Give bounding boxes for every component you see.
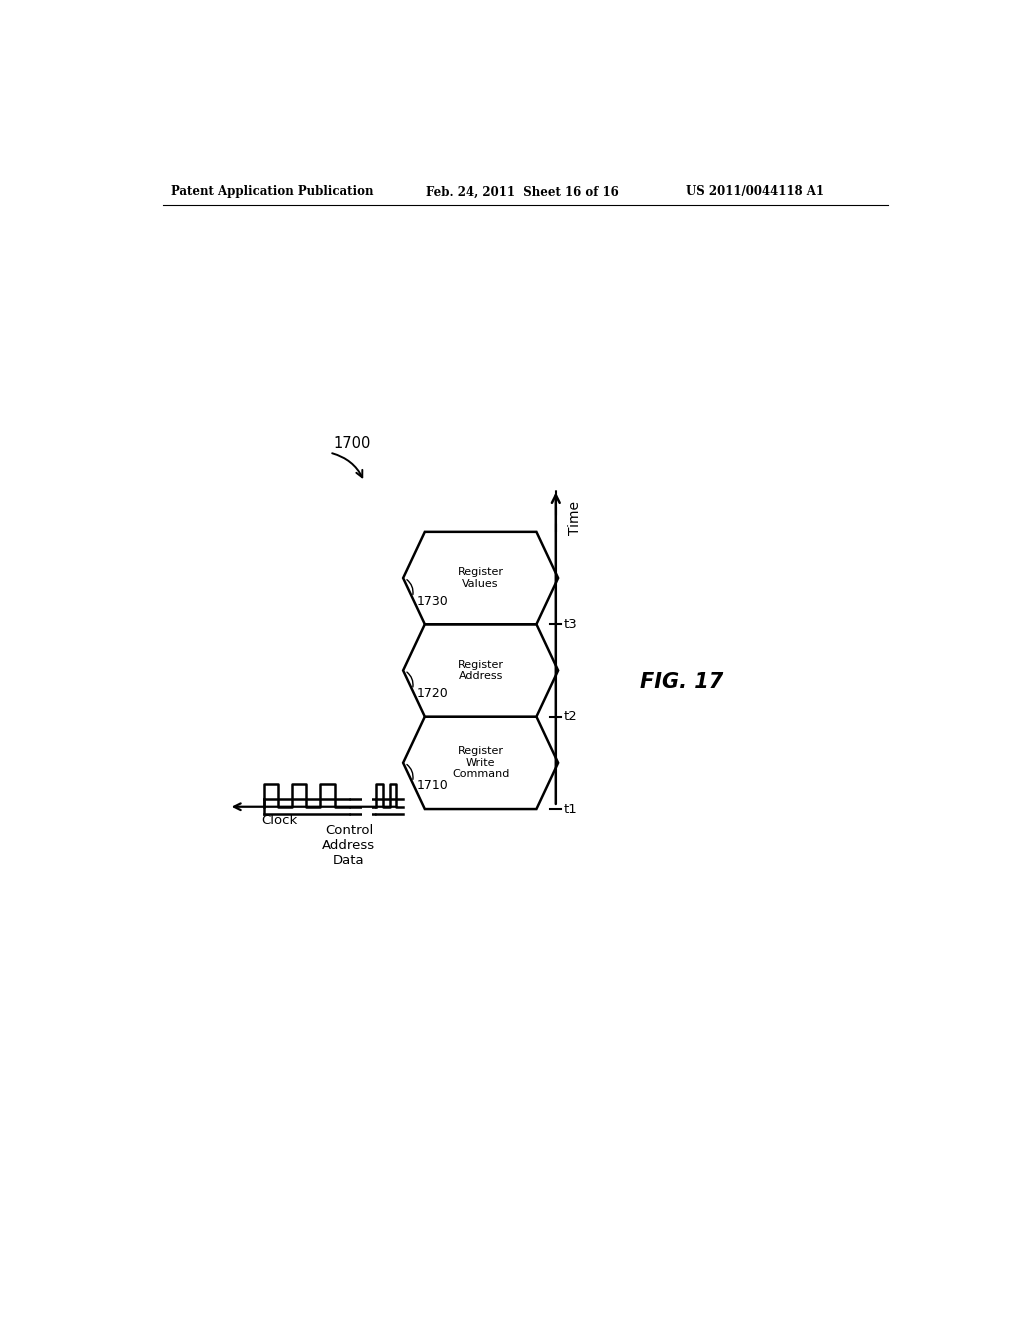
Text: t3: t3: [563, 618, 578, 631]
Text: Feb. 24, 2011  Sheet 16 of 16: Feb. 24, 2011 Sheet 16 of 16: [426, 185, 620, 198]
Text: Register
Address: Register Address: [458, 660, 504, 681]
Text: t2: t2: [563, 710, 578, 723]
Text: t1: t1: [563, 803, 578, 816]
Text: 1720: 1720: [417, 686, 449, 700]
Text: Register
Values: Register Values: [458, 568, 504, 589]
Text: Register
Write
Command: Register Write Command: [452, 746, 509, 779]
Text: 1710: 1710: [417, 779, 449, 792]
Text: FIG. 17: FIG. 17: [640, 672, 723, 692]
Text: Clock: Clock: [261, 814, 297, 828]
Text: 1730: 1730: [417, 594, 449, 607]
Polygon shape: [403, 624, 558, 717]
Polygon shape: [403, 717, 558, 809]
Text: 1700: 1700: [334, 436, 371, 451]
Polygon shape: [403, 532, 558, 624]
Text: Patent Application Publication: Patent Application Publication: [171, 185, 373, 198]
Text: Control
Address
Data: Control Address Data: [323, 825, 376, 867]
Text: US 2011/0044118 A1: US 2011/0044118 A1: [686, 185, 824, 198]
Text: Time: Time: [568, 502, 583, 535]
